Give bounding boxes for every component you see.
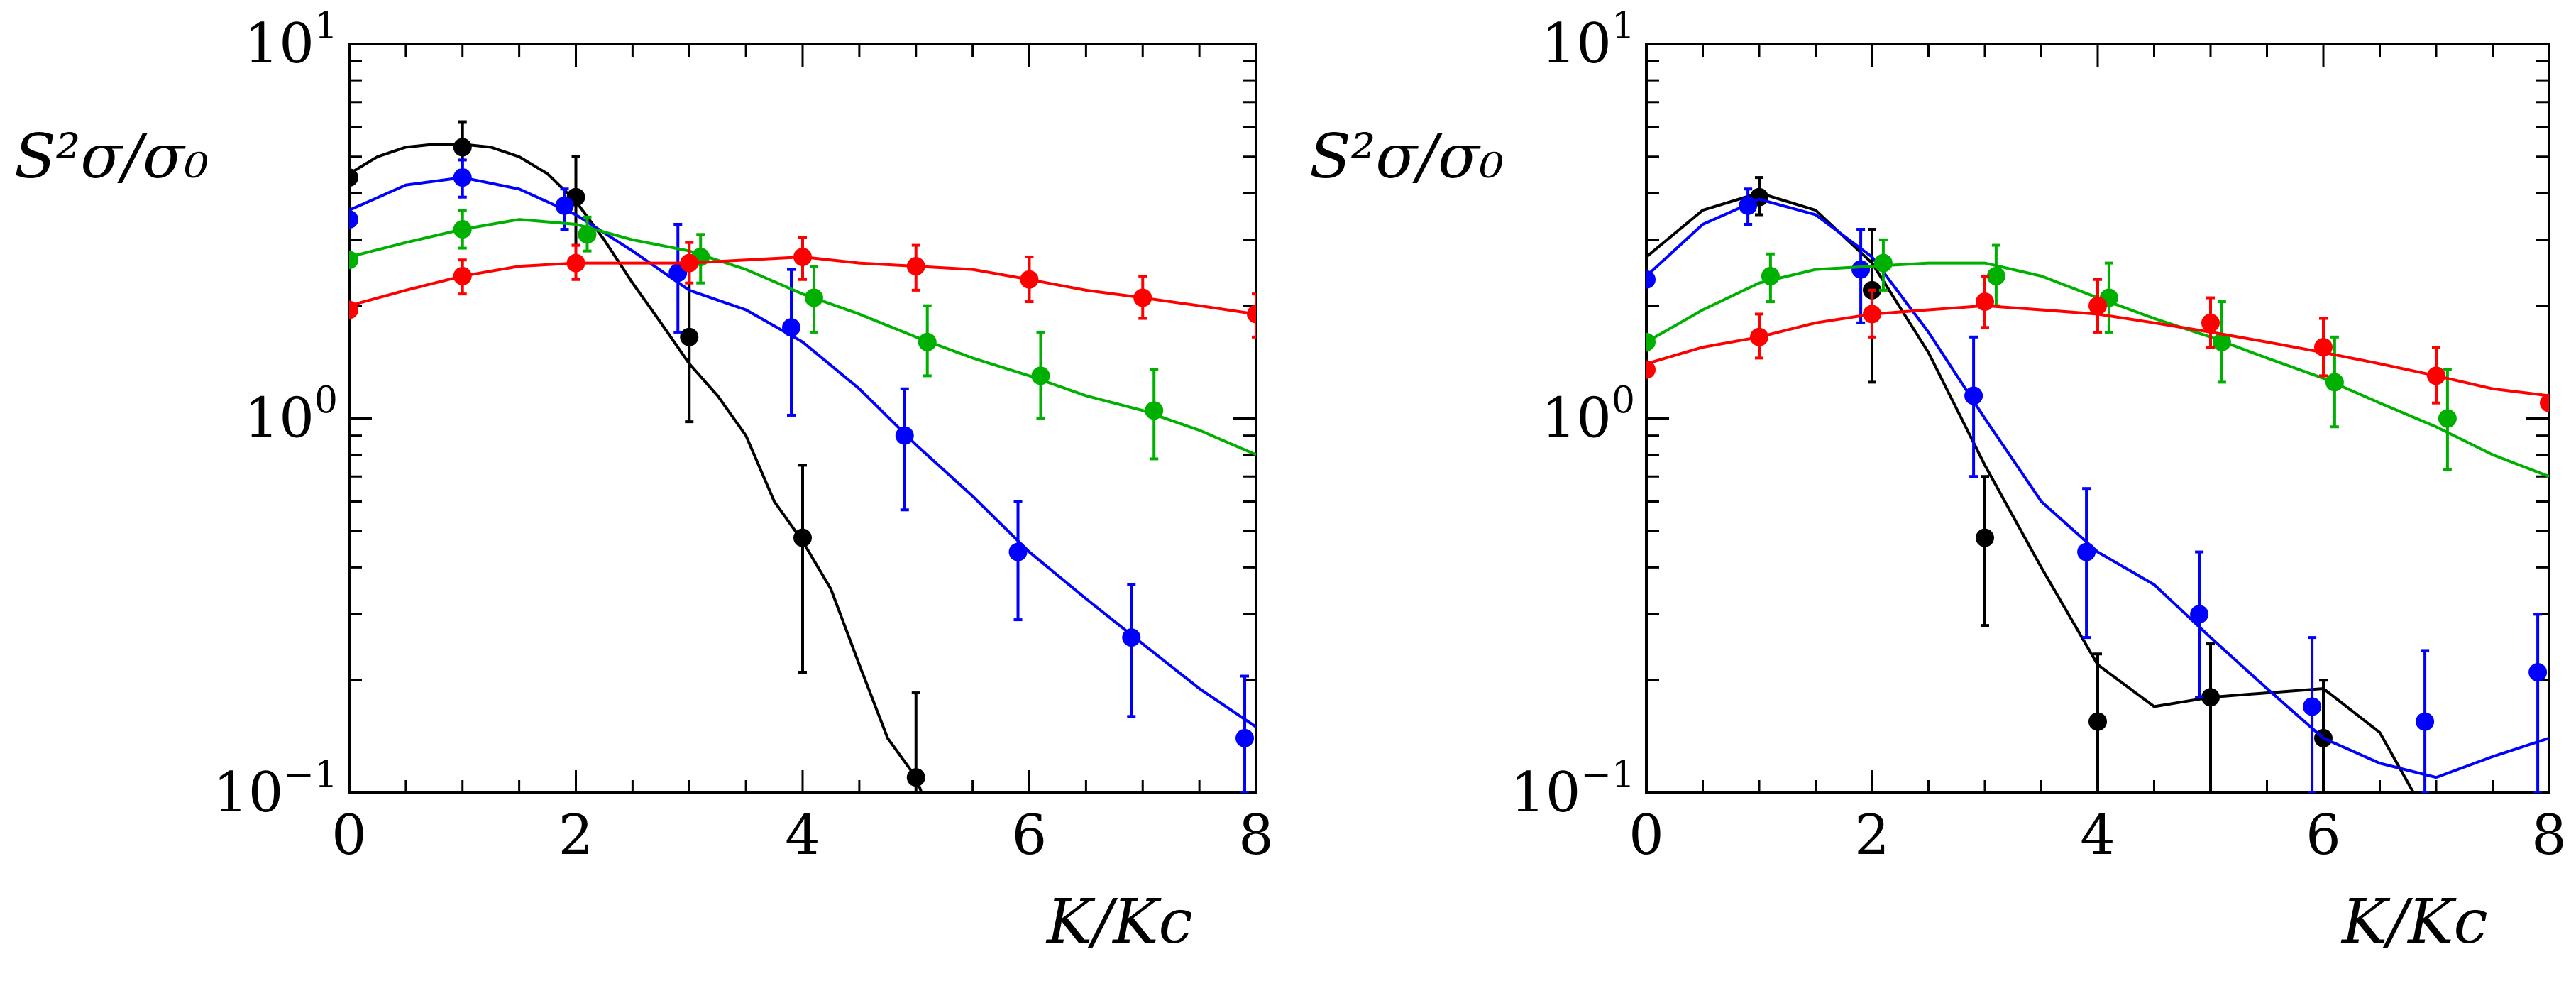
y-axis-label: S²σ/σ₀: [14, 121, 209, 192]
series-black-curve: [1646, 191, 2415, 793]
series-blue-point: [2190, 605, 2209, 624]
series-green-point: [918, 332, 937, 351]
right-panel: 0 2 4 6 8 101 100 10−1 S²σ/σ₀ K/Kc: [1309, 5, 2567, 958]
series-green-point: [453, 220, 472, 239]
y-tick-label: 101: [244, 5, 338, 76]
series-black-point: [453, 138, 472, 157]
y-axis-label: S²σ/σ₀: [1309, 121, 1504, 192]
series-green-point: [2325, 373, 2344, 392]
series-red-point: [1863, 305, 1881, 324]
x-tick-label: 8: [2531, 804, 2567, 867]
series-blue-point: [349, 210, 358, 229]
series-green-point: [349, 251, 358, 270]
series-black-point: [2201, 688, 2220, 707]
series-green-point: [804, 288, 823, 307]
series-green-point: [1031, 366, 1050, 385]
series-red-point: [680, 253, 699, 273]
series-red-point: [793, 247, 812, 266]
series-blue-point: [1964, 386, 1983, 405]
series-red-point: [2201, 313, 2220, 332]
series-blue-point: [1851, 260, 1871, 279]
series-red-point: [566, 253, 585, 273]
x-tick-label: 2: [1854, 804, 1890, 867]
x-axis-label: K/Kc: [2340, 887, 2488, 958]
series-green-point: [1145, 401, 1164, 420]
series-red-point: [2314, 338, 2333, 357]
series-red-point: [1247, 305, 1256, 324]
series-green-curve: [349, 218, 1256, 456]
x-tick-label: 6: [1012, 804, 1047, 867]
series-green-point: [2212, 332, 2231, 351]
series-black-point: [349, 168, 358, 187]
y-tick-label: 10−1: [213, 754, 338, 825]
series-blue-point: [555, 196, 574, 215]
series-red-point: [2540, 393, 2549, 412]
series-blue-point: [1739, 196, 1758, 215]
series-green-point: [578, 225, 597, 244]
series-blue-point: [1122, 628, 1141, 647]
series-blue-point: [895, 426, 914, 445]
series-blue-point: [1235, 728, 1255, 747]
series-green-point: [1761, 266, 1780, 285]
series-green-point: [1646, 332, 1656, 351]
y-tick-label: 10−1: [1510, 754, 1635, 825]
series-blue-point: [1008, 542, 1028, 561]
x-tick-label: 0: [331, 804, 367, 867]
series-black-point: [2088, 712, 2107, 731]
series-blue-point: [1646, 270, 1656, 289]
plot-area: [349, 120, 1256, 793]
series-black-curve: [349, 143, 923, 793]
series-blue-point: [453, 168, 472, 187]
series-blue-curve: [1646, 197, 2549, 779]
series-blue-curve: [349, 176, 1256, 728]
x-tick-label: 2: [558, 804, 594, 867]
x-tick-label: 0: [1629, 804, 1664, 867]
y-tick-label: 100: [244, 380, 338, 451]
series-blue-point: [2416, 712, 2435, 731]
series-red-point: [453, 266, 472, 285]
series-red-point: [349, 300, 358, 319]
series-blue-point: [2077, 542, 2096, 561]
x-tick-label: 6: [2306, 804, 2341, 867]
x-tick-label: 4: [785, 804, 820, 867]
series-black-point: [680, 327, 699, 346]
left-panel: 0 2 4 6 8 101 100 10−1 S²σ/σ₀ K/Kc: [14, 5, 1274, 958]
x-tick-label: 8: [1238, 804, 1274, 867]
x-tick-label: 4: [2080, 804, 2115, 867]
series-red-point: [1020, 270, 1039, 289]
series-green-point: [2438, 409, 2457, 428]
series-black-point: [793, 528, 812, 547]
series-blue-point: [2528, 663, 2548, 682]
y-tick-label: 101: [1541, 5, 1635, 76]
series-red-point: [2427, 366, 2445, 385]
series-black-point: [1976, 528, 1994, 547]
series-blue-point: [2303, 697, 2322, 716]
series-red-point: [1976, 292, 1994, 312]
series-red-point: [1133, 288, 1152, 307]
series-green-point: [1873, 253, 1893, 273]
plot-area: [1646, 176, 2549, 793]
series-black-point: [906, 768, 925, 787]
plot-frame: [348, 43, 1257, 794]
series-red-point: [2088, 296, 2107, 315]
series-red-point: [906, 257, 925, 276]
y-tick-label: 100: [1541, 380, 1635, 451]
series-green-point: [1986, 266, 2005, 285]
x-axis-label: K/Kc: [1045, 887, 1193, 958]
series-red-point: [1750, 327, 1768, 346]
series-red-point: [1646, 360, 1656, 379]
series-blue-point: [782, 318, 801, 337]
